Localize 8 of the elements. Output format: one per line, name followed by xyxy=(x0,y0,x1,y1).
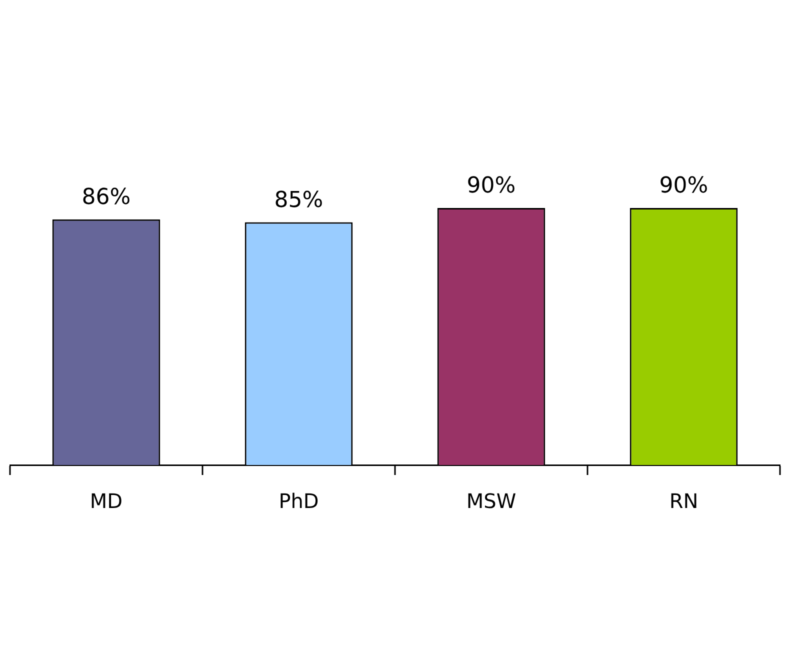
x-tick-label: MSW xyxy=(466,489,516,514)
data-label: 90% xyxy=(659,174,708,199)
data-label: 86% xyxy=(82,185,131,210)
x-tick-label: MD xyxy=(90,489,123,514)
data-label: 90% xyxy=(466,174,516,199)
x-tick-label: RN xyxy=(669,489,698,514)
x-tick-label: PhD xyxy=(278,489,319,514)
data-label: 85% xyxy=(274,188,324,213)
